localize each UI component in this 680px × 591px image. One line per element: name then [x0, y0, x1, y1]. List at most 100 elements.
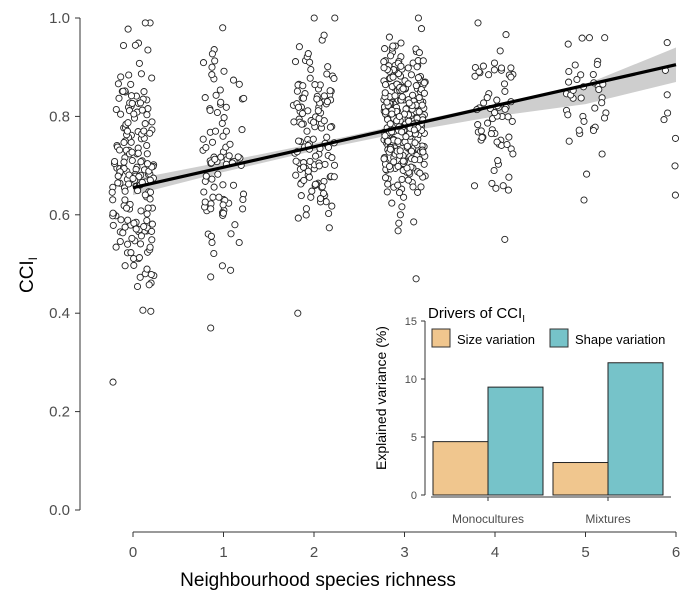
data-point — [302, 211, 310, 219]
data-point — [121, 262, 129, 270]
data-point — [508, 117, 516, 125]
data-point — [565, 67, 573, 76]
data-point — [108, 188, 116, 196]
data-point — [127, 92, 136, 100]
data-point — [303, 127, 311, 135]
data-point — [140, 127, 148, 135]
data-point — [321, 160, 329, 168]
data-point — [598, 99, 606, 107]
data-point — [414, 74, 422, 82]
data-point — [145, 281, 153, 289]
data-point — [601, 34, 609, 42]
data-point — [143, 210, 151, 218]
data-point — [124, 216, 132, 224]
data-point — [491, 109, 499, 117]
data-point — [121, 187, 129, 195]
data-point — [419, 57, 427, 65]
data-point — [139, 306, 147, 314]
data-point — [493, 138, 501, 146]
data-point — [420, 160, 428, 168]
data-point — [297, 192, 305, 200]
data-point — [414, 188, 422, 196]
data-point — [141, 191, 149, 199]
data-point — [300, 176, 308, 184]
data-point — [109, 221, 117, 229]
data-point — [206, 106, 214, 114]
y-tick-label: 0.8 — [49, 108, 70, 125]
data-point — [417, 25, 426, 33]
data-point — [415, 108, 423, 116]
data-point — [312, 152, 320, 160]
x-axis: 0 1 2 3 4 5 6 — [129, 531, 680, 561]
data-point — [328, 202, 336, 210]
data-point — [211, 155, 219, 163]
inset-y-tick-label: 5 — [411, 432, 417, 444]
data-point — [143, 265, 151, 273]
data-point — [226, 140, 234, 148]
data-point — [502, 31, 510, 39]
data-point — [131, 41, 139, 49]
data-point — [501, 105, 509, 113]
data-point — [387, 52, 395, 60]
inset-bars — [432, 362, 664, 496]
data-point — [323, 133, 331, 141]
data-point — [314, 107, 322, 115]
data-point — [210, 183, 218, 191]
data-point — [499, 182, 507, 190]
data-point — [389, 42, 397, 50]
data-point — [381, 45, 389, 53]
data-point — [130, 254, 138, 263]
main-scatter-plot: 0.0 0.2 0.4 0.6 0.8 1.0 0 1 2 3 4 5 6 CCII Neighbou… — [17, 10, 680, 591]
data-point — [397, 39, 405, 47]
data-point — [380, 155, 388, 163]
data-point — [116, 146, 124, 154]
data-point — [109, 209, 117, 217]
data-point — [140, 222, 148, 231]
data-point — [220, 114, 228, 122]
data-point — [414, 14, 422, 22]
data-point — [305, 173, 313, 181]
data-point — [304, 50, 312, 58]
data-point — [210, 249, 218, 258]
data-point — [127, 80, 135, 88]
inset-legend: Size variation Shape variation — [431, 328, 665, 348]
data-point — [504, 186, 512, 194]
data-point — [325, 224, 333, 232]
x-tick-label: 4 — [491, 544, 499, 561]
x-tick-label: 5 — [581, 544, 589, 561]
bar — [432, 441, 489, 496]
data-point — [386, 120, 394, 128]
data-point — [207, 205, 215, 213]
data-point — [133, 282, 142, 291]
data-point — [320, 92, 328, 100]
data-point — [383, 98, 391, 106]
data-point — [227, 266, 235, 274]
data-point — [136, 240, 145, 248]
data-point — [146, 243, 154, 251]
data-point — [293, 87, 301, 95]
data-point — [112, 243, 120, 251]
data-point — [478, 133, 486, 142]
data-point — [507, 64, 515, 72]
data-point — [501, 235, 509, 243]
data-point — [598, 150, 606, 158]
x-axis-title: Neighbourhood species richness — [180, 570, 456, 591]
data-point — [307, 65, 315, 74]
data-point — [407, 147, 416, 155]
data-point — [220, 67, 228, 75]
data-point — [397, 62, 405, 70]
inset-y-tick-label: 10 — [405, 374, 417, 386]
data-point — [564, 111, 572, 119]
data-point — [500, 80, 509, 88]
data-point — [490, 166, 498, 175]
data-point — [146, 195, 154, 203]
data-point — [398, 128, 406, 136]
data-point — [395, 219, 403, 227]
data-point — [144, 204, 152, 212]
data-point — [416, 169, 424, 177]
data-point — [330, 173, 338, 181]
data-point — [211, 127, 220, 135]
data-point — [412, 82, 420, 90]
data-point — [208, 71, 216, 79]
data-point — [117, 110, 125, 118]
